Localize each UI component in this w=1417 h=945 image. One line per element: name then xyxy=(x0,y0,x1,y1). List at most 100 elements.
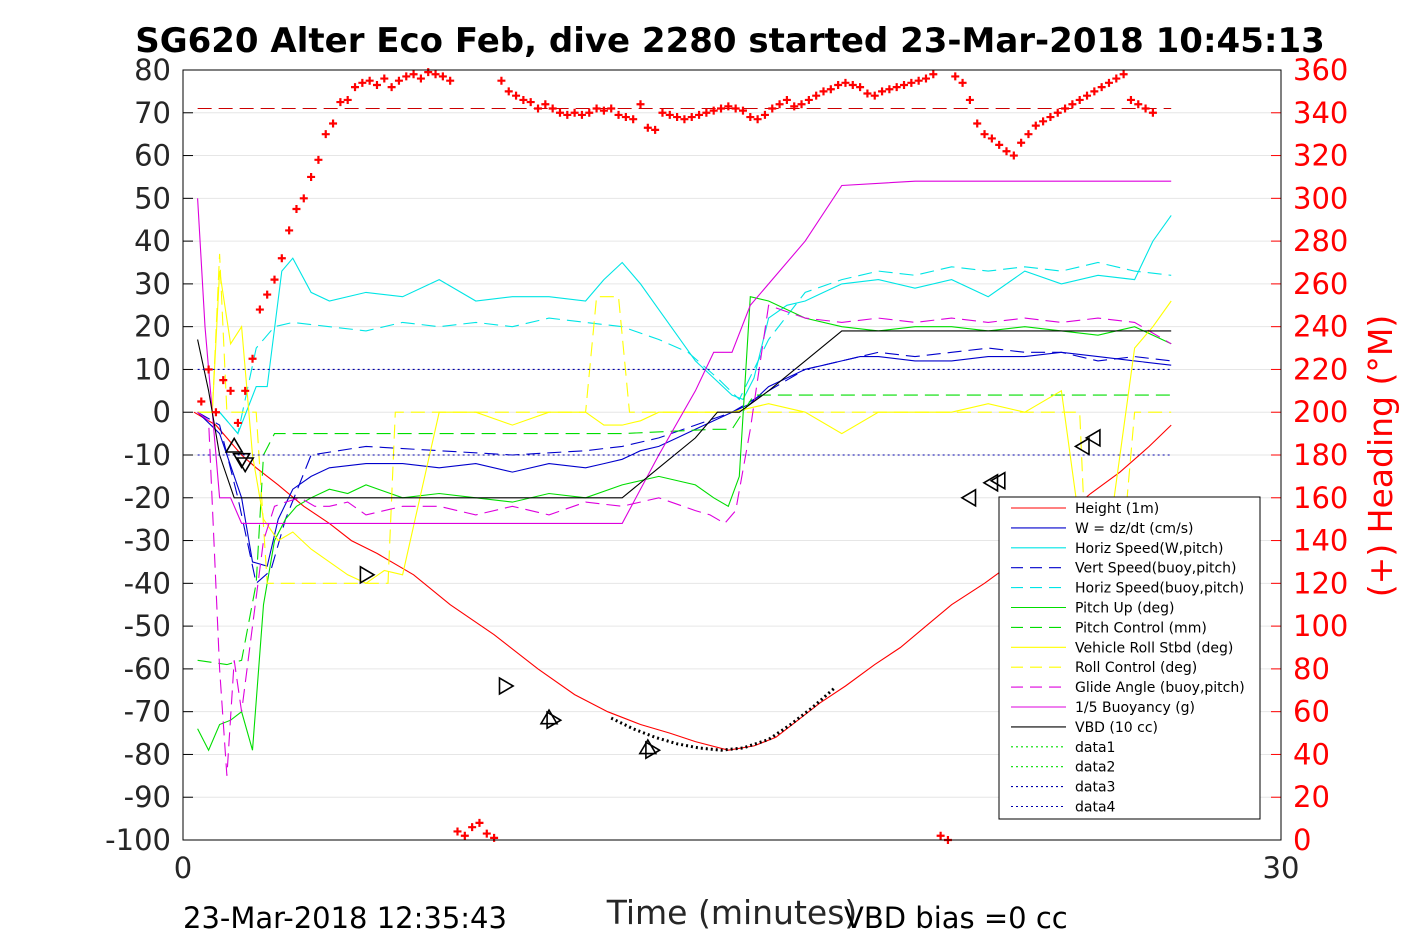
series-line-vbd-10-cc xyxy=(197,330,1172,499)
legend: Height (1m) W = dz/dt (cm/s) Horiz Speed(W… xyxy=(998,496,1261,820)
heading-point xyxy=(651,125,660,134)
legend-box xyxy=(998,496,1261,820)
heading-point xyxy=(790,102,799,111)
heading-point xyxy=(1148,108,1157,117)
heading-point xyxy=(1126,95,1135,104)
y-tick-label-left: 0 xyxy=(153,395,171,429)
heading-point xyxy=(687,113,696,122)
marker-layer xyxy=(224,428,1101,760)
legend-label-vert-speed-buoy-pitch: Vert Speed(buoy,pitch) xyxy=(1075,561,1237,577)
legend-label-w-dz-dt-cm-s: W = dz/dt (cm/s) xyxy=(1075,521,1194,537)
series-line-pitch-control-mm xyxy=(197,394,1172,666)
heading-point xyxy=(1068,100,1077,109)
y-tick-label-right: 20 xyxy=(1293,780,1330,814)
heading-point xyxy=(329,119,338,128)
triangle-marker xyxy=(989,471,1006,491)
heading-point xyxy=(921,74,930,83)
heading-point xyxy=(863,89,872,98)
heading-point xyxy=(497,76,506,85)
heading-point xyxy=(1097,83,1106,92)
heading-point xyxy=(211,408,220,417)
heading-point xyxy=(1017,138,1026,147)
heading-point xyxy=(241,386,250,395)
legend-items: Height (1m) W = dz/dt (cm/s) Horiz Speed(W… xyxy=(1011,501,1245,816)
heading-point xyxy=(263,290,272,299)
triangle-marker xyxy=(232,452,251,469)
legend-label-data1: data1 xyxy=(1075,740,1115,756)
heading-point xyxy=(856,83,865,92)
y-tick-label-left: -40 xyxy=(124,566,171,600)
legend-label-vbd-10-cc: VBD (10 cc) xyxy=(1075,720,1158,736)
triangle-marker xyxy=(235,457,255,474)
heading-point xyxy=(255,305,264,314)
heading-point xyxy=(1075,95,1084,104)
heading-layer xyxy=(197,68,1157,844)
y-tick-label-right: 80 xyxy=(1293,652,1330,686)
footer-vbd-bias: VBD bias =0 cc xyxy=(844,901,1068,935)
heading-point xyxy=(834,80,843,89)
y-tick-label-left: -70 xyxy=(124,695,171,729)
y-axis-right-label: (+) Heading (°M) xyxy=(1361,315,1400,597)
legend-label-data3: data3 xyxy=(1075,780,1115,796)
y-tick-label-right: 120 xyxy=(1293,566,1348,600)
heading-point xyxy=(402,72,411,81)
heading-point xyxy=(1090,87,1099,96)
heading-point xyxy=(695,110,704,119)
apogee-dotted-line xyxy=(610,686,836,752)
heading-point xyxy=(321,130,330,139)
y-axis-left: 80 70 60 50 40 30 20 10 0 -10 -20 -30 -40 -50 -60 -70 -8… xyxy=(105,53,193,857)
heading-point xyxy=(248,354,257,363)
heading-point xyxy=(1134,100,1143,109)
triangle-marker xyxy=(645,740,662,760)
series-line-w-dz-dt-cm-s xyxy=(197,351,1172,567)
heading-point xyxy=(738,106,747,115)
heading-point xyxy=(226,386,235,395)
y-tick-label-right: 160 xyxy=(1293,481,1348,515)
triangle-marker xyxy=(498,676,515,696)
heading-point xyxy=(512,91,521,100)
heading-point xyxy=(490,833,499,842)
legend-label-pitch-control-mm: Pitch Control (mm) xyxy=(1075,620,1207,636)
heading-point xyxy=(775,100,784,109)
y-tick-label-left: -30 xyxy=(124,524,171,558)
y-tick-label-left: 20 xyxy=(134,310,171,344)
heading-point xyxy=(643,123,652,132)
heading-point xyxy=(885,85,894,94)
legend-label-vehicle-roll-stbd-deg: Vehicle Roll Stbd (deg) xyxy=(1075,640,1233,656)
y-tick-label-left: -20 xyxy=(124,481,171,515)
heading-point xyxy=(1024,130,1033,139)
heading-point xyxy=(519,95,528,104)
y-tick-label-right: 360 xyxy=(1293,53,1348,87)
heading-point xyxy=(372,80,381,89)
heading-point xyxy=(797,100,806,109)
y-tick-label-left: 40 xyxy=(134,224,171,258)
heading-point xyxy=(841,78,850,87)
y-tick-label-right: 60 xyxy=(1293,695,1330,729)
triangle-marker xyxy=(1084,428,1101,448)
series-layer xyxy=(193,107,1172,776)
heading-point xyxy=(358,78,367,87)
heading-point xyxy=(782,95,791,104)
series-line-roll-control-deg xyxy=(197,253,1172,584)
heading-point xyxy=(951,72,960,81)
heading-point xyxy=(409,70,418,79)
heading-point xyxy=(965,95,974,104)
heading-point xyxy=(673,113,682,122)
heading-point xyxy=(277,254,286,263)
heading-point xyxy=(812,91,821,100)
triangle-marker xyxy=(1073,437,1090,456)
heading-point xyxy=(468,823,477,832)
heading-point xyxy=(577,110,586,119)
triangle-marker xyxy=(359,565,376,585)
heading-point xyxy=(380,74,389,83)
heading-point xyxy=(614,110,623,119)
heading-point xyxy=(394,76,403,85)
heading-point xyxy=(365,76,374,85)
heading-point xyxy=(424,68,433,77)
legend-label-horiz-speed-buoy-pitch: Horiz Speed(buoy,pitch) xyxy=(1075,581,1244,597)
heading-point xyxy=(387,83,396,92)
heading-point xyxy=(636,100,645,109)
heading-point xyxy=(826,85,835,94)
heading-point xyxy=(585,108,594,117)
